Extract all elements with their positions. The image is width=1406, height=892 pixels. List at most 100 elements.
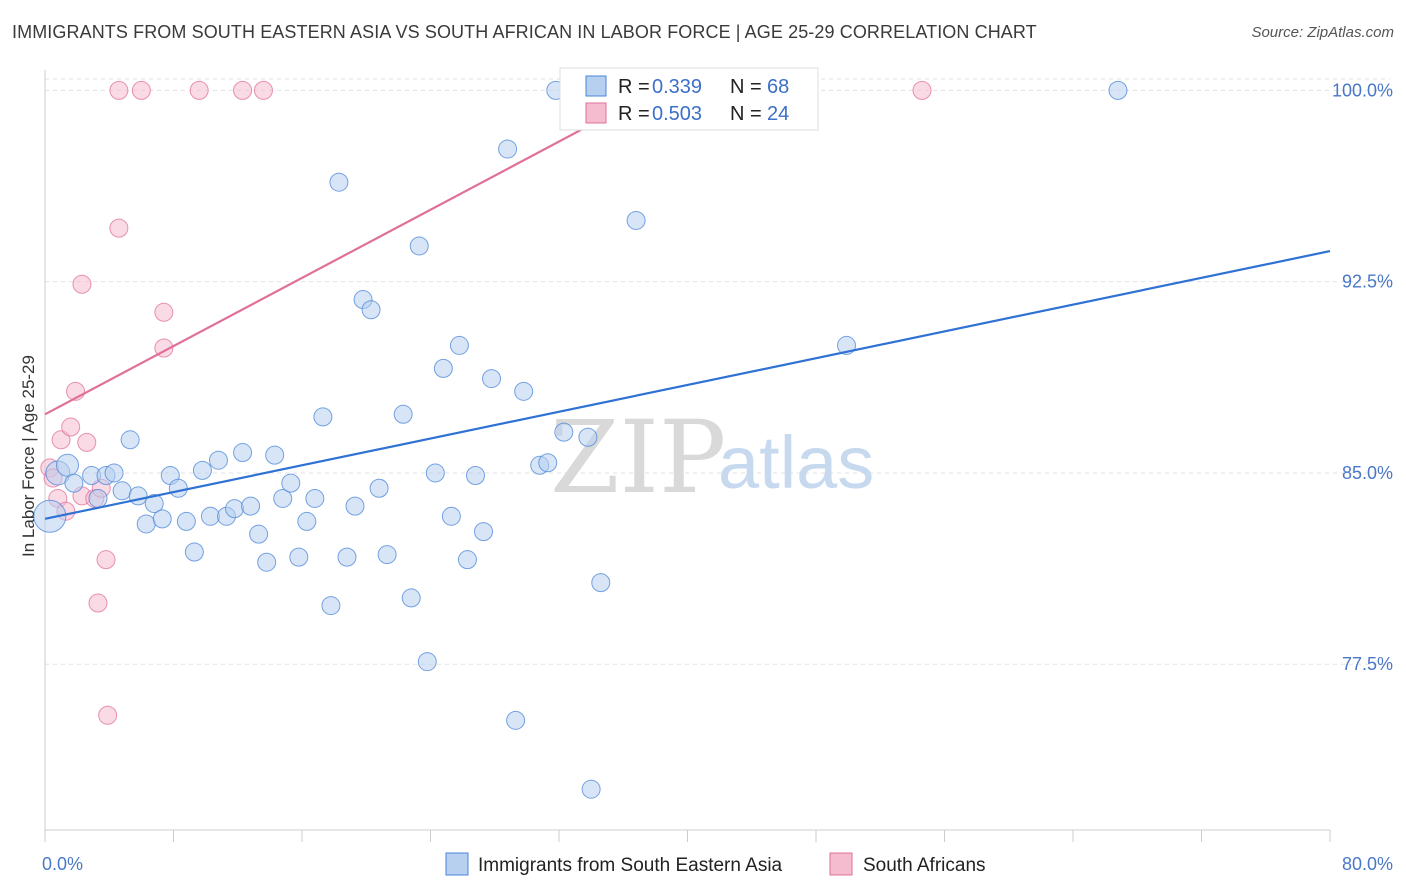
data-point-immigrants <box>578 427 598 447</box>
data-point-immigrants <box>297 511 317 531</box>
data-point-immigrants <box>184 542 204 562</box>
y-tick-label: 100.0% <box>1332 80 1393 100</box>
legend-r-label-pink: R = <box>618 103 650 125</box>
data-point-immigrants <box>369 478 389 498</box>
data-point-immigrants <box>168 478 188 498</box>
data-point-south-africans <box>189 80 209 100</box>
data-point-immigrants <box>88 488 108 508</box>
legend-r-value-blue: 0.339 <box>652 76 702 98</box>
data-point-immigrants <box>1108 80 1128 100</box>
y-axis-label: In Labor Force | Age 25-29 <box>19 355 38 557</box>
data-point-south-africans <box>253 80 273 100</box>
data-point-immigrants <box>514 381 534 401</box>
data-point-south-africans <box>61 417 81 437</box>
data-point-south-africans <box>154 302 174 322</box>
legend-n-value-blue: 68 <box>767 76 789 98</box>
x-tick-label-end: 80.0% <box>1342 854 1393 874</box>
bottom-legend-swatch-blue <box>445 852 469 876</box>
data-point-immigrants <box>128 486 148 506</box>
data-point-immigrants <box>192 460 212 480</box>
data-point-immigrants <box>433 358 453 378</box>
data-point-immigrants <box>305 488 325 508</box>
data-point-immigrants <box>457 550 477 570</box>
data-point-immigrants <box>104 463 124 483</box>
x-tick-labels: 0.0% 80.0% <box>42 854 1393 874</box>
data-point-immigrants <box>249 524 269 544</box>
watermark-atlas: atlas <box>718 421 874 504</box>
trend-line-south-africans <box>44 89 656 416</box>
chart-title: IMMIGRANTS FROM SOUTH EASTERN ASIA VS SO… <box>12 22 1037 42</box>
data-point-immigrants <box>626 210 646 230</box>
data-point-immigrants <box>393 404 413 424</box>
data-point-south-africans <box>98 705 118 725</box>
legend-r-value-pink: 0.503 <box>652 103 702 125</box>
data-point-immigrants <box>241 496 261 516</box>
legend-n-value-pink: 24 <box>767 103 789 125</box>
data-point-immigrants <box>441 506 461 526</box>
bottom-legend-label-pink: South Africans <box>863 855 986 876</box>
legend-swatch-blue <box>585 75 607 97</box>
y-tick-label: 92.5% <box>1342 272 1393 292</box>
data-point-immigrants <box>233 443 253 463</box>
data-point-south-africans <box>233 80 253 100</box>
trend-line-immigrants <box>44 249 1331 520</box>
data-point-immigrants <box>200 506 220 526</box>
data-point-immigrants <box>506 710 526 730</box>
data-point-immigrants <box>289 547 309 567</box>
data-point-immigrants <box>361 300 381 320</box>
data-point-immigrants <box>176 511 196 531</box>
data-point-immigrants <box>591 573 611 593</box>
y-tick-labels: 77.5% 85.0% 92.5% 100.0% <box>1332 80 1393 674</box>
legend-swatch-pink <box>585 102 607 124</box>
data-point-immigrants <box>313 407 333 427</box>
data-point-south-africans <box>96 550 116 570</box>
watermark: ZIP atlas <box>550 399 874 516</box>
data-point-south-africans <box>131 80 151 100</box>
data-point-immigrants <box>321 596 341 616</box>
data-point-immigrants <box>33 499 67 533</box>
series-legend: Immigrants from South Eastern Asia South… <box>445 852 986 876</box>
data-point-immigrants <box>337 547 357 567</box>
bottom-legend-swatch-pink <box>829 852 853 876</box>
series-south-africans-points <box>40 80 932 725</box>
data-point-immigrants <box>449 335 469 355</box>
legend-n-label-blue: N = <box>730 76 762 98</box>
data-point-immigrants <box>425 463 445 483</box>
data-point-immigrants <box>465 466 485 486</box>
data-point-south-africans <box>77 432 97 452</box>
watermark-zip: ZIP <box>550 399 726 516</box>
data-point-immigrants <box>112 481 132 501</box>
data-point-immigrants <box>538 453 558 473</box>
data-point-immigrants <box>401 588 421 608</box>
data-point-immigrants <box>498 139 518 159</box>
data-point-immigrants <box>152 509 172 529</box>
data-point-immigrants <box>417 652 437 672</box>
data-point-immigrants <box>144 494 164 514</box>
legend-n-label-pink: N = <box>730 103 762 125</box>
data-point-immigrants <box>482 369 502 389</box>
data-point-immigrants <box>474 522 494 542</box>
data-point-immigrants <box>281 473 301 493</box>
data-point-south-africans <box>109 80 129 100</box>
axes <box>44 70 1331 842</box>
data-point-immigrants <box>55 453 79 477</box>
data-point-immigrants <box>120 430 140 450</box>
data-point-immigrants <box>345 496 365 516</box>
data-point-immigrants <box>377 545 397 565</box>
data-point-immigrants <box>273 488 293 508</box>
data-point-south-africans <box>912 80 932 100</box>
data-point-immigrants <box>64 473 84 493</box>
source-label: Source: ZipAtlas.com <box>1251 24 1394 41</box>
legend-r-label-blue: R = <box>618 76 650 98</box>
data-point-immigrants <box>581 779 601 799</box>
data-point-immigrants <box>265 445 285 465</box>
data-point-immigrants <box>225 499 245 519</box>
y-tick-label: 85.0% <box>1342 463 1393 483</box>
correlation-legend: R = 0.339 N = 68 R = 0.503 N = 24 <box>559 67 819 131</box>
data-point-south-africans <box>72 274 92 294</box>
data-point-south-africans <box>109 218 129 238</box>
data-point-immigrants <box>257 552 277 572</box>
trend-lines <box>44 89 1331 520</box>
data-point-south-africans <box>51 430 71 450</box>
